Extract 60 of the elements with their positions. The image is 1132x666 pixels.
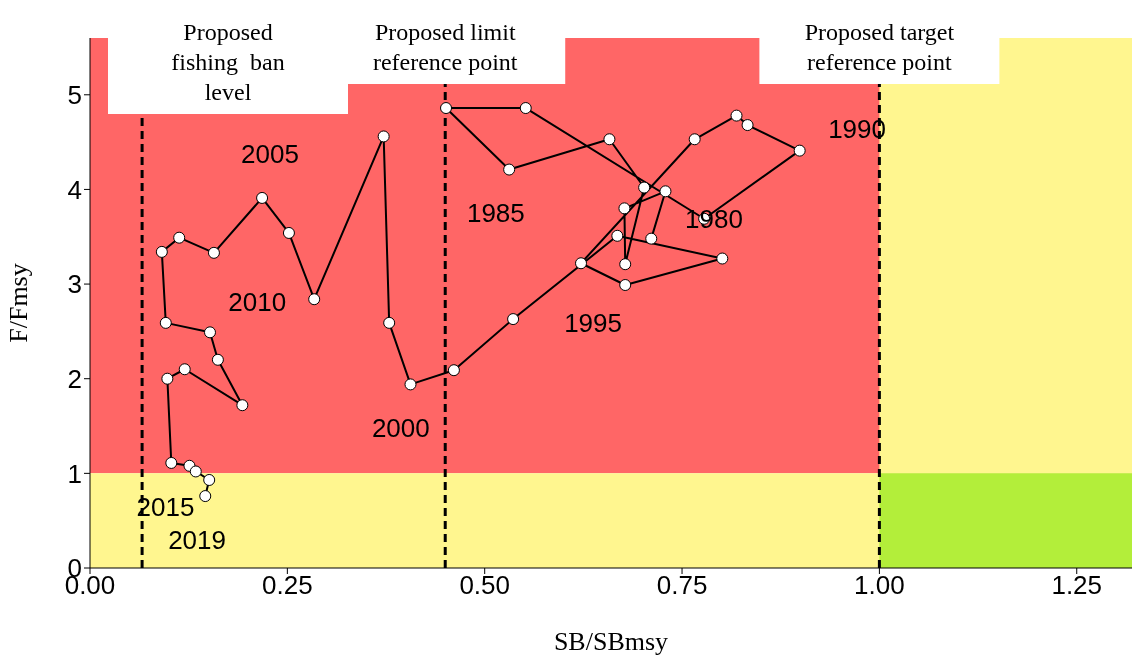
point: [165, 456, 178, 469]
y-tick-label: 5: [67, 80, 82, 111]
point: [440, 102, 453, 115]
point: [618, 202, 631, 215]
point: [178, 363, 191, 376]
point: [159, 316, 172, 329]
annotation: 2019: [168, 524, 226, 555]
point: [659, 185, 672, 198]
point: [189, 465, 202, 478]
point: [199, 490, 212, 503]
ref-line-label: Proposed limit reference point: [372, 19, 518, 75]
point: [619, 279, 632, 292]
x-tick-label: 1.00: [854, 570, 905, 601]
y-tick-label: 4: [67, 174, 82, 205]
point: [447, 364, 460, 377]
point: [377, 130, 390, 143]
y-tick-label: 1: [67, 458, 82, 489]
point: [155, 245, 168, 258]
point: [308, 293, 321, 306]
y-tick-label: 2: [67, 363, 82, 394]
point: [645, 232, 658, 245]
annotation: 2015: [136, 491, 195, 522]
point: [256, 191, 269, 204]
point: [716, 252, 729, 265]
point: [161, 372, 174, 385]
annotation: 2010: [228, 286, 287, 317]
point: [603, 133, 616, 146]
point: [619, 258, 632, 271]
x-tick-label: 0.50: [459, 570, 510, 601]
y-axis-title: F/Fmsy: [4, 263, 34, 343]
point: [575, 257, 587, 270]
point: [507, 313, 520, 326]
point: [207, 246, 220, 259]
point: [173, 231, 186, 244]
x-axis-title: SB/SBmsy: [553, 627, 669, 656]
point: [203, 473, 216, 486]
point: [688, 133, 701, 146]
point: [203, 326, 216, 339]
annotation: 1995: [564, 308, 622, 339]
x-tick-label: 1.25: [1051, 570, 1103, 601]
point: [503, 163, 516, 176]
ref-line-label: Proposed target reference point: [804, 19, 955, 75]
annotation: 2000: [371, 412, 430, 443]
point: [282, 226, 295, 239]
point: [611, 229, 624, 242]
point: [741, 119, 754, 132]
ref-line-label: Proposed fishing ban level: [171, 19, 285, 105]
x-tick-label: 0.75: [656, 570, 708, 601]
x-tick-label: 0.25: [262, 570, 313, 601]
point: [730, 109, 743, 122]
point: [383, 316, 396, 329]
point: [519, 102, 532, 115]
point: [793, 144, 806, 157]
point: [211, 353, 224, 366]
point: [236, 399, 249, 412]
annotation: 2005: [241, 139, 299, 170]
point: [638, 181, 651, 194]
y-tick-label: 3: [67, 269, 82, 300]
point: [404, 378, 417, 391]
annotation: 1985: [466, 197, 525, 228]
